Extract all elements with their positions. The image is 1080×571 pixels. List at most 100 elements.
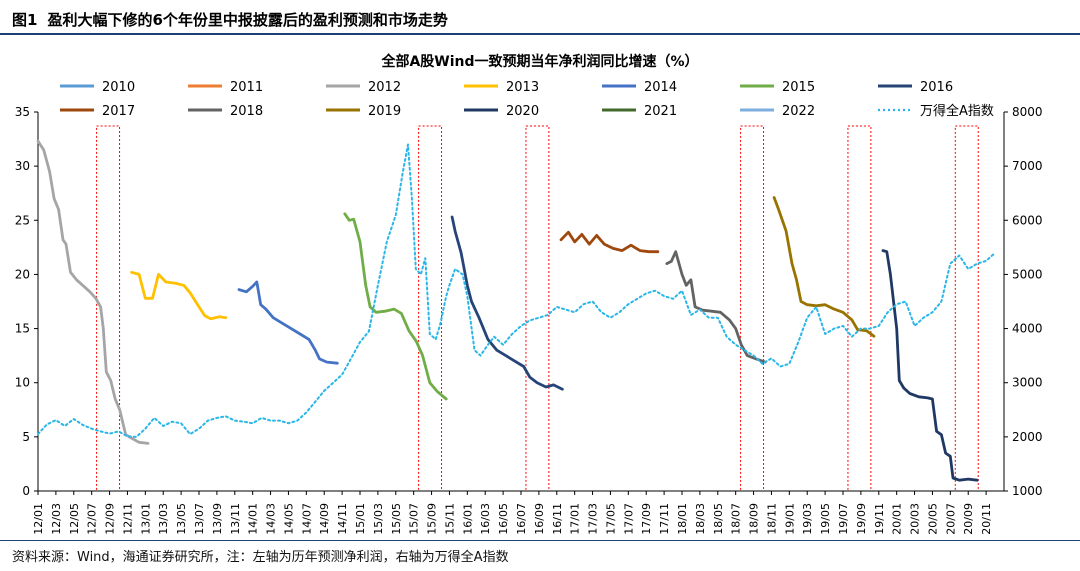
x-tick-label: 13/03 (157, 503, 170, 535)
y-right-tick-label: 1000 (1012, 484, 1043, 498)
source-rule (0, 540, 1080, 541)
x-tick-label: 17/03 (587, 503, 600, 535)
x-tick-label: 19/07 (837, 503, 850, 535)
legend-label: 2022 (782, 104, 815, 119)
x-tick-label: 13/05 (175, 503, 188, 535)
x-tick-label: 18/01 (676, 503, 689, 535)
series-line-2015 (343, 212, 448, 401)
series-line-2018 (665, 250, 767, 364)
y-left-tick-label: 5 (22, 430, 30, 444)
highlight-range (847, 125, 872, 492)
x-tick-label: 14/11 (336, 503, 349, 535)
x-tick-label: 14/01 (247, 503, 260, 535)
source-note: 资料来源：Wind，海通证券研究所，注：左轴为历年预测净利润，右轴为万得全A指数 (12, 550, 509, 565)
axes: 0 5 10 15 20 25 30 35 1000 2000 3000 4000 5000 6000 70… (15, 105, 1043, 535)
x-tick-label: 14/05 (282, 503, 295, 535)
x-tick-label: 15/05 (390, 503, 403, 535)
x-tick-label: 13/01 (139, 503, 152, 535)
y-right-tick-label: 7000 (1012, 159, 1043, 173)
x-tick-label: 15/03 (372, 503, 385, 535)
x-tick-label: 17/11 (658, 503, 671, 535)
y-right-tick-label: 4000 (1012, 322, 1043, 336)
x-tick-label: 19/03 (801, 503, 814, 535)
legend-label: 2012 (368, 80, 401, 95)
x-tick-label: 16/05 (497, 503, 510, 535)
legend-label: 2018 (230, 104, 263, 119)
chart: 全部A股Wind一致预期当年净利润同比增速（%） 2010 2011 2012 201… (15, 53, 1043, 535)
y-left-tick-label: 0 (22, 484, 30, 498)
x-tick-label: 12/03 (50, 503, 63, 535)
figure-title: 图1 盈利大幅下修的6个年份里中报披露后的盈利预测和市场走势 (12, 9, 448, 30)
y-left-tick-label: 30 (15, 159, 30, 173)
x-tick-label: 12/07 (86, 503, 99, 535)
legend-label: 2014 (644, 80, 677, 95)
x-tick-label: 12/01 (32, 503, 45, 535)
x-tick-label: 20/01 (891, 503, 904, 535)
series-line-2013 (130, 270, 228, 321)
x-tick-label: 16/07 (515, 503, 528, 535)
series-line-2012 (36, 139, 150, 445)
x-tick-label: 18/11 (765, 503, 778, 535)
series-line-2019 (772, 196, 876, 338)
x-tick-label: 17/05 (604, 503, 617, 535)
legend-label: 2011 (230, 80, 263, 95)
x-tick-label: 16/11 (551, 503, 564, 535)
y-right-tick-label: 2000 (1012, 430, 1043, 444)
x-tick-label: 12/11 (121, 503, 134, 535)
x-tick-label: 18/05 (712, 503, 725, 535)
x-tick-label: 16/09 (533, 503, 546, 535)
y-right-tick-label: 6000 (1012, 213, 1043, 227)
x-tick-label: 20/05 (926, 503, 939, 535)
y-left-tick-label: 20 (15, 267, 30, 281)
x-tick-label: 20/07 (944, 503, 957, 535)
x-tick-label: 20/03 (909, 503, 922, 535)
x-tick-label: 13/09 (211, 503, 224, 535)
highlight-range (96, 125, 121, 492)
x-tick-label: 15/11 (443, 503, 456, 535)
figure-title-text: 盈利大幅下修的6个年份里中报披露后的盈利预测和市场走势 (47, 11, 448, 29)
legend-label: 2010 (102, 80, 135, 95)
legend-label: 2017 (102, 104, 135, 119)
plot-area (36, 139, 997, 482)
highlight-range (954, 125, 979, 492)
highlight-range (740, 125, 765, 492)
legend-label: 2021 (644, 104, 677, 119)
legend-label: 2016 (920, 80, 953, 95)
series-line-2017 (559, 230, 660, 254)
x-tick-label: 18/09 (748, 503, 761, 535)
x-tick-label: 15/07 (408, 503, 421, 535)
x-tick-label: 19/05 (819, 503, 832, 535)
x-tick-label: 20/11 (980, 503, 993, 535)
x-tick-label: 15/09 (426, 503, 439, 535)
y-right-tick-label: 8000 (1012, 105, 1043, 119)
legend-label: 2020 (506, 104, 539, 119)
x-tick-label: 16/01 (461, 503, 474, 535)
x-tick-label: 14/09 (318, 503, 331, 535)
y-left-tick-label: 35 (15, 105, 30, 119)
header-rule (0, 33, 1080, 35)
series-line-index (37, 143, 997, 438)
x-tick-label: 12/09 (104, 503, 117, 535)
legend-label: 2019 (368, 104, 401, 119)
series-line-2020 (881, 249, 979, 482)
x-tick-label: 13/07 (193, 503, 206, 535)
x-tick-label: 19/09 (855, 503, 868, 535)
x-tick-label: 14/07 (300, 503, 313, 535)
legend: 2010 2011 2012 2013 2014 2015 2016 2017 2018 2019… (60, 80, 994, 119)
y-right-tick-label: 5000 (1012, 267, 1043, 281)
x-tick-label: 16/03 (479, 503, 492, 535)
x-tick-label: 17/01 (569, 503, 582, 535)
highlight-ranges (96, 125, 979, 492)
figure-header: 图1 盈利大幅下修的6个年份里中报披露后的盈利预测和市场走势 (0, 0, 1080, 36)
series-line-2016 (450, 215, 564, 391)
y-left-tick-label: 15 (15, 322, 30, 336)
x-tick-label: 19/11 (873, 503, 886, 535)
x-tick-label: 12/05 (68, 503, 81, 535)
x-tick-label: 17/07 (622, 503, 635, 535)
x-tick-label: 13/11 (229, 503, 242, 535)
y-left-tick-label: 25 (15, 213, 30, 227)
y-right-tick-label: 3000 (1012, 376, 1043, 390)
x-tick-label: 19/01 (783, 503, 796, 535)
x-tick-label: 14/03 (265, 503, 278, 535)
chart-title: 全部A股Wind一致预期当年净利润同比增速（%） (380, 53, 698, 70)
